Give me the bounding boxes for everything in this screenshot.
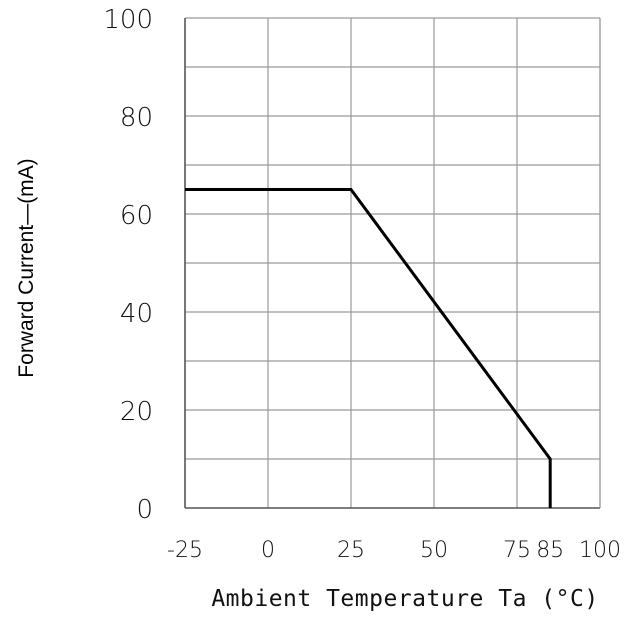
y-tick-label: 0 xyxy=(136,495,153,525)
x-tick-label: 25 xyxy=(337,538,365,563)
axis-layer xyxy=(184,18,601,509)
x-tick-label: 50 xyxy=(420,538,448,563)
x-axis-label: Ambient Temperature Ta (°C) xyxy=(211,586,598,612)
grid-layer xyxy=(185,17,601,508)
x-tick-label: 0 xyxy=(261,538,275,563)
y-tick-label: 80 xyxy=(120,103,153,133)
y-axis-label: Forward Current—(mA) xyxy=(15,158,38,377)
x-tick-label: 85 xyxy=(536,538,564,563)
y-tick-label: 20 xyxy=(120,397,153,427)
x-tick-label: 100 xyxy=(579,538,621,563)
x-tick-label: -25 xyxy=(167,538,203,563)
line-layer xyxy=(185,188,552,508)
y-tick-label: 40 xyxy=(120,299,153,329)
y-tick-label: 100 xyxy=(103,5,153,35)
y-tick-label: 60 xyxy=(120,201,153,231)
tick-layer: 0 20 40 60 80 100 -25 0 25 50 75 85 100 xyxy=(103,5,621,563)
series-line-0 xyxy=(185,188,552,508)
x-tick-label: 75 xyxy=(503,538,531,563)
